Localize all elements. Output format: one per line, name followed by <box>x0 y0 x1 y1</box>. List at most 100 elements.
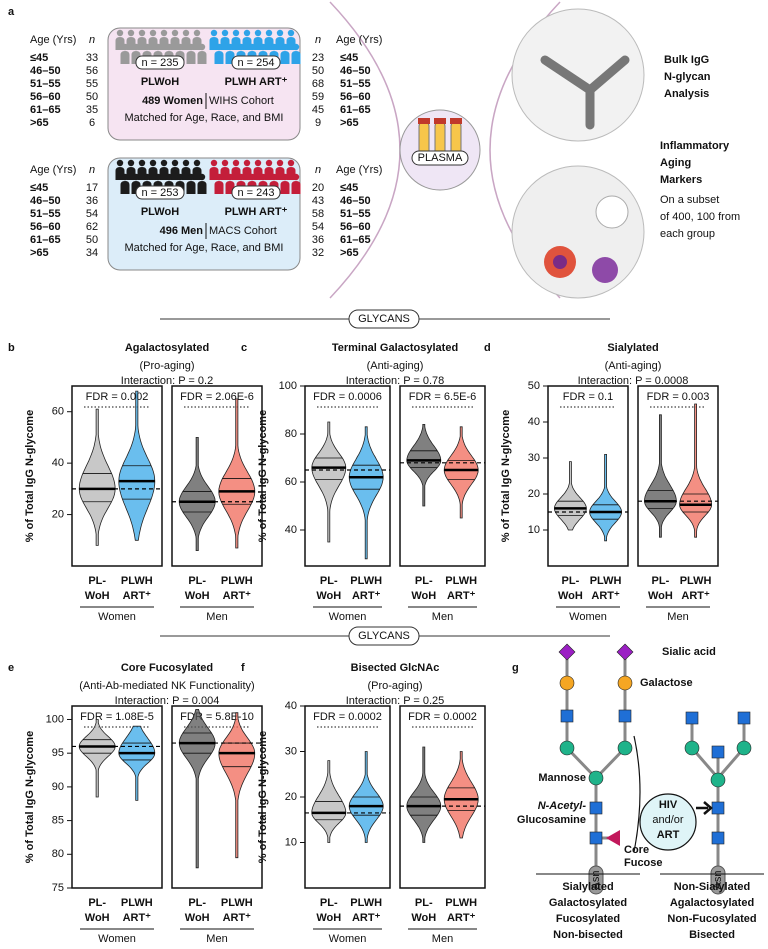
person-icon <box>176 43 184 51</box>
count-pill <box>231 55 281 70</box>
person-icon <box>198 43 206 51</box>
markers-note: each group <box>660 228 715 240</box>
person-icon <box>186 51 196 64</box>
person-icon <box>182 159 190 167</box>
age-group: >65 <box>340 247 359 259</box>
person-icon <box>193 29 201 37</box>
person-icon <box>127 159 135 167</box>
facet-label: Men <box>432 611 453 623</box>
x-tick-label: WoH <box>85 912 110 924</box>
chart-title: Core Fucosylated <box>121 662 213 674</box>
x-tick-label: PLWH <box>121 575 153 587</box>
violin <box>218 398 256 549</box>
count: 33 <box>86 52 98 64</box>
violin <box>218 712 256 859</box>
galactose <box>617 675 633 691</box>
person-icon <box>193 159 201 167</box>
x-tick-label: ART⁺ <box>123 590 152 602</box>
x-tick-label: WoH <box>85 590 110 602</box>
person-icon <box>154 43 162 51</box>
person-icon <box>226 173 234 181</box>
x-tick-label: ART⁺ <box>123 912 152 924</box>
glcnac <box>711 745 725 759</box>
plot-frame <box>304 705 391 889</box>
facet-label: Men <box>667 611 688 623</box>
person-icon <box>215 173 223 181</box>
panel-label: e <box>8 662 14 674</box>
person-icon <box>165 43 173 51</box>
table-header: n <box>89 164 95 176</box>
table-header: n <box>315 164 321 176</box>
person-icon <box>280 181 290 194</box>
group-count: n = 254 <box>237 57 274 69</box>
fdr-label: FDR = 6.5E-6 <box>409 391 477 403</box>
legend-label: Galactose <box>640 677 693 689</box>
person-icon <box>254 29 262 37</box>
x-tick-label: PL- <box>88 897 106 909</box>
x-tick-label: ART⁺ <box>352 912 381 924</box>
table-header: Age (Yrs) <box>336 164 382 176</box>
y-tick-label: 95 <box>52 747 64 759</box>
violin <box>78 408 116 546</box>
person-icon <box>182 29 190 37</box>
person-icon <box>276 29 284 37</box>
glycan-trait: Sialylated <box>562 881 613 893</box>
legend-label: Glucosamine <box>517 814 586 826</box>
person-icon <box>281 173 289 181</box>
cohort-size: 496 Men <box>160 225 204 237</box>
age-group: ≤45 <box>30 52 48 64</box>
violin <box>348 426 384 560</box>
person-icon <box>265 29 273 37</box>
y-tick-label: 30 <box>528 452 540 464</box>
age-group: ≤45 <box>340 52 358 64</box>
facet-label: Men <box>432 933 453 945</box>
mannose <box>559 740 575 756</box>
y-tick-label: 40 <box>52 457 64 469</box>
violin <box>118 725 156 801</box>
glycan-trait: Agalactosylated <box>670 897 754 909</box>
facet-label: Women <box>98 611 136 623</box>
glcnac <box>711 801 725 815</box>
age-group: 56–60 <box>340 91 371 103</box>
facet-label: Women <box>329 611 367 623</box>
count: 23 <box>312 52 324 64</box>
y-tick-label: 100 <box>46 713 64 725</box>
age-group: 56–60 <box>340 221 371 233</box>
x-tick-label: ART⁺ <box>223 590 252 602</box>
person-icon <box>197 51 207 64</box>
person-icon <box>171 159 179 167</box>
table-header: Age (Yrs) <box>30 34 76 46</box>
analysis-label: Analysis <box>664 88 709 100</box>
age-group: 56–60 <box>30 91 61 103</box>
count-pill <box>135 55 185 70</box>
plot-frame <box>304 385 391 567</box>
mannose <box>684 740 700 756</box>
y-tick-label: 20 <box>52 508 64 520</box>
chart-subtitle: (Pro-aging) <box>367 680 422 692</box>
person-icon <box>291 181 301 194</box>
x-tick-label: WoH <box>185 590 210 602</box>
y-tick-label: 75 <box>52 882 64 894</box>
age-group: 46–50 <box>30 195 61 207</box>
person-icon <box>210 29 218 37</box>
glcnac <box>618 709 632 723</box>
person-icon <box>276 159 284 167</box>
plot-frame <box>171 385 263 567</box>
y-tick-label: 20 <box>285 791 297 803</box>
person-icon <box>154 173 162 181</box>
cohort-note: Matched for Age, Race, and BMI <box>125 112 284 124</box>
glcnac <box>589 831 603 845</box>
person-icon <box>280 51 290 64</box>
galactose <box>559 675 575 691</box>
x-tick-label: PL- <box>188 897 206 909</box>
core-fucose <box>606 830 620 846</box>
count: 50 <box>86 234 98 246</box>
glcnac <box>685 711 699 725</box>
count: 17 <box>86 182 98 194</box>
y-tick-label: 20 <box>528 488 540 500</box>
count: 59 <box>312 91 324 103</box>
x-tick-label: WoH <box>185 912 210 924</box>
x-tick-label: PLWH <box>221 575 253 587</box>
glycan-trait: Non-Sialylated <box>674 881 750 893</box>
age-group: >65 <box>30 117 49 129</box>
